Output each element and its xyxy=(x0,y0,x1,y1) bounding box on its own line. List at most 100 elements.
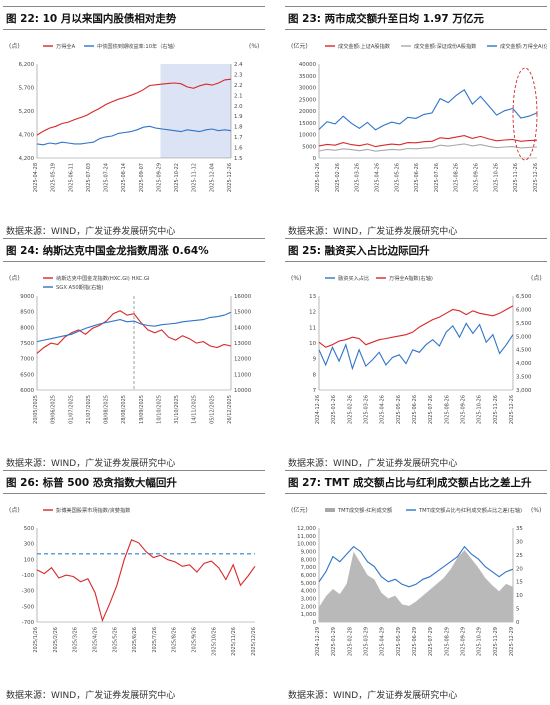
y-tick-label-left: 12,000 xyxy=(297,526,316,532)
panel-header: 图 23: 两市成交额升至日均 1.97 万亿元 xyxy=(285,6,547,30)
legend-label: 万得全A指数(右轴) xyxy=(389,274,433,282)
y-tick-label-right: 1.6 xyxy=(234,146,243,152)
y-tick-label-left: 11 xyxy=(309,325,316,331)
x-tick-label: 2025-08-14 xyxy=(121,163,127,192)
x-tick-label: 10/10/2025 xyxy=(156,395,162,424)
highlight-ellipse xyxy=(512,67,538,161)
source-note: 数据来源：WIND，广发证券发展研究中心 xyxy=(6,459,176,469)
source-note: 数据来源：WIND，广发证券发展研究中心 xyxy=(288,691,458,701)
x-tick-label: 2025/9/26 xyxy=(192,627,198,653)
y-tick-label-right: 1.7 xyxy=(234,135,243,141)
x-tick-label: 2025-07-29 xyxy=(428,627,434,656)
y-tick-label-left: 4,200 xyxy=(19,156,35,162)
y-tick-label-right: 1.8 xyxy=(234,125,243,131)
y-tick-label-left: -100 xyxy=(22,573,35,579)
axis-unit-left: (点) xyxy=(9,506,20,514)
legend-label: 成交金额:万得全A(亿元) xyxy=(500,42,547,50)
x-tick-label: 26/12/2025 xyxy=(227,395,233,424)
y-tick-label-left: 300 xyxy=(24,542,35,548)
axis-unit-right: (点) xyxy=(531,274,542,282)
x-tick-label: 2025/3/26 xyxy=(73,627,79,653)
chart-26: (点) 彭博美国股票市场指数/贪婪指数 500 300 100 -100 -300 -500 -… xyxy=(9,506,257,656)
y-tick-label-left: 7,000 xyxy=(301,565,317,571)
legend-label: 成交金额:深证成份A股指数 xyxy=(414,42,477,50)
y-tick-label-right: 10000 xyxy=(234,388,252,394)
x-tick-label: 2025-03-26 xyxy=(364,395,370,424)
y-tick-label-left: -300 xyxy=(22,589,35,595)
x-tick-label: 2025-09-26 xyxy=(461,395,467,424)
y-tick-label-left: 12 xyxy=(309,310,316,316)
y-tick-label-left: 100 xyxy=(24,557,35,563)
y-tick-label-right: 0 xyxy=(516,620,520,626)
x-tick-label: 2025-11-29 xyxy=(493,627,499,656)
legend-label: 中债国债到期收益率:10年（右轴） xyxy=(97,42,178,50)
y-tick-label-right: 6,000 xyxy=(516,307,532,313)
y-tick-label-left: 13 xyxy=(309,294,316,300)
y-tick-label-left: 6500 xyxy=(20,372,34,378)
series-line xyxy=(318,89,538,131)
highlight-region xyxy=(160,64,231,158)
x-tick-label: 2025-09-07 xyxy=(139,163,145,192)
x-tick-label: 2025/8/26 xyxy=(172,627,178,653)
x-tick-label: 31/10/2025 xyxy=(174,395,180,424)
chart-title: 图 27: TMT 成交额占比与红利成交额占比之差上升 xyxy=(288,477,532,489)
y-tick-label-left: 8500 xyxy=(20,310,34,316)
x-tick-label: 2025/2/26 xyxy=(53,627,59,653)
x-tick-label: 2025-10-22 xyxy=(174,163,180,192)
x-tick-label: 2025/11/26 xyxy=(231,627,237,656)
x-tick-label: 2025-08-26 xyxy=(444,395,450,424)
x-tick-label: 2025-07-26 xyxy=(428,395,434,424)
y-tick-label-left: 7000 xyxy=(20,357,34,363)
x-tick-label: 08/08/2025 xyxy=(104,395,110,424)
axis-unit-left: (点) xyxy=(9,274,20,282)
source-note: 数据来源：WIND，广发证券发展研究中心 xyxy=(6,691,176,701)
y-tick-label-left: 4,000 xyxy=(301,589,317,595)
panel-26: 图 26: 标普 500 恐贪指数大幅回升 (点) 彭博美国股票市场指数/贪婪指数… xyxy=(3,470,265,702)
y-tick-label-right: 2.0 xyxy=(234,104,243,110)
x-tick-label: 2025-08-29 xyxy=(444,627,450,656)
y-tick-label-left: 2,000 xyxy=(301,604,317,610)
y-tick-label-left: 1,000 xyxy=(301,612,317,618)
series-line xyxy=(318,143,538,152)
y-tick-label-left: 6,000 xyxy=(301,573,317,579)
y-tick-label-right: 25 xyxy=(516,553,523,559)
y-tick-label-left: 10 xyxy=(309,341,316,347)
x-tick-label: 2025/7/26 xyxy=(152,627,158,653)
x-tick-label: 2025-11-26 xyxy=(513,163,519,192)
chart-title: 图 22: 10 月以来国内股债相对走势 xyxy=(6,13,177,25)
x-tick-label: 2025-11-26 xyxy=(493,395,499,424)
y-tick-label-left: 8 xyxy=(313,372,317,378)
x-tick-label: 21/07/2025 xyxy=(86,395,92,424)
x-tick-label: 2025-12-26 xyxy=(227,163,233,192)
x-tick-label: 2025-02-26 xyxy=(335,163,341,192)
x-tick-label: 05/12/2025 xyxy=(209,395,215,424)
y-tick-label-left: 0 xyxy=(313,156,317,162)
y-tick-label-left: 9 xyxy=(313,357,317,363)
x-tick-label: 2025-09-29 xyxy=(461,627,467,656)
legend-label: 彭博美国股票市场指数/贪婪指数 xyxy=(56,506,131,514)
y-tick-label-right: 11000 xyxy=(234,372,252,378)
y-tick-label-left: 3,000 xyxy=(301,597,317,603)
x-tick-label: 19/09/2025 xyxy=(139,395,145,424)
y-tick-label-right: 15000 xyxy=(234,310,252,316)
x-tick-label: 01/07/2025 xyxy=(68,395,74,424)
y-tick-label-right: 15 xyxy=(516,580,523,586)
x-tick-label: 2025-06-26 xyxy=(412,395,418,424)
series-line xyxy=(318,305,514,348)
x-tick-label: 2025-12-26 xyxy=(533,163,539,192)
x-tick-label: 2025-06-26 xyxy=(414,163,420,192)
x-tick-label: 2025/12/26 xyxy=(251,627,257,656)
source-note: 数据来源：WIND，广发证券发展研究中心 xyxy=(6,227,176,237)
y-tick-label-right: 5,000 xyxy=(516,334,532,340)
axis-unit-left: (%) xyxy=(291,275,301,282)
legend-label: TMT成交额占比与红利成交额占比之差(右轴) xyxy=(418,506,522,514)
chart-title: 图 24: 纳斯达克中国金龙指数周涨 0.64% xyxy=(6,245,209,257)
legend-label: 融资买入占比 xyxy=(338,274,369,282)
y-tick-label-left: 0 xyxy=(313,620,317,626)
panel-24: 图 24: 纳斯达克中国金龙指数周涨 0.64% (点) 纳斯达克中国金龙指数(H… xyxy=(3,238,265,470)
x-tick-label: 2025-04-26 xyxy=(380,395,386,424)
y-tick-label-left: 35000 xyxy=(299,74,317,80)
legend-label: 万得全A xyxy=(56,42,76,50)
x-tick-label: 2025-05-26 xyxy=(394,163,400,192)
axis-unit-left: (亿元) xyxy=(291,42,308,50)
